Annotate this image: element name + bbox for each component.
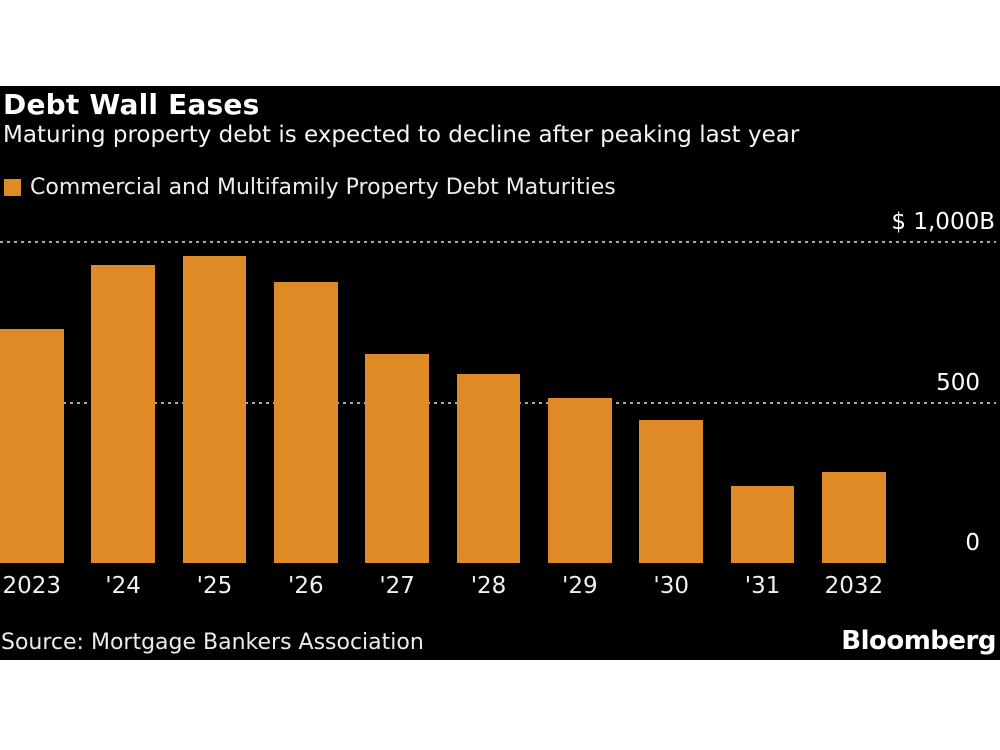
y-axis-tick-label: $ 1,000B: [891, 209, 995, 235]
x-axis-label: '26: [288, 573, 324, 599]
bloomberg-logo: Bloomberg: [841, 626, 996, 656]
x-axis-label: '30: [653, 573, 689, 599]
x-axis-label: '28: [470, 573, 507, 599]
y-axis-tick-label: 0: [965, 530, 980, 556]
plot-area: $ 1,000B 500 0: [0, 211, 1000, 721]
chart-panel: Debt Wall Eases Maturing property debt i…: [0, 86, 1000, 721]
x-axis-label: '25: [196, 573, 233, 599]
x-axis-label: '31: [744, 573, 781, 599]
bar-29: [548, 398, 612, 563]
bar-28: [456, 374, 521, 563]
legend-label: Commercial and Multifamily Property Debt…: [30, 175, 616, 200]
x-axis-labels: 2023 '24 '25 '26 '27 '28 '29 '30 '31 2032: [0, 573, 1000, 603]
bar-26: [274, 282, 338, 563]
legend-swatch-icon: [4, 179, 21, 196]
x-axis-label: '27: [379, 573, 415, 599]
source-label: Source: Mortgage Bankers Association: [1, 630, 424, 655]
chart-title: Debt Wall Eases: [3, 88, 260, 121]
x-axis-label: '24: [105, 573, 141, 599]
y-axis-tick-label: 500: [936, 369, 980, 396]
bar-2023: [0, 329, 64, 563]
x-axis-label: '29: [562, 573, 598, 599]
x-axis-line: [0, 719, 980, 721]
gridline: [0, 241, 996, 243]
bar-27: [365, 354, 429, 563]
x-axis-label: 2023: [2, 573, 62, 599]
bar-24: [91, 265, 155, 563]
bar-30: [639, 420, 703, 563]
bar-2032: [822, 472, 886, 563]
legend: Commercial and Multifamily Property Debt…: [4, 175, 616, 200]
bar-25: [182, 256, 247, 563]
bar-31: [730, 486, 795, 563]
x-axis-label: 2032: [824, 573, 884, 599]
chart-subtitle: Maturing property debt is expected to de…: [3, 122, 800, 148]
